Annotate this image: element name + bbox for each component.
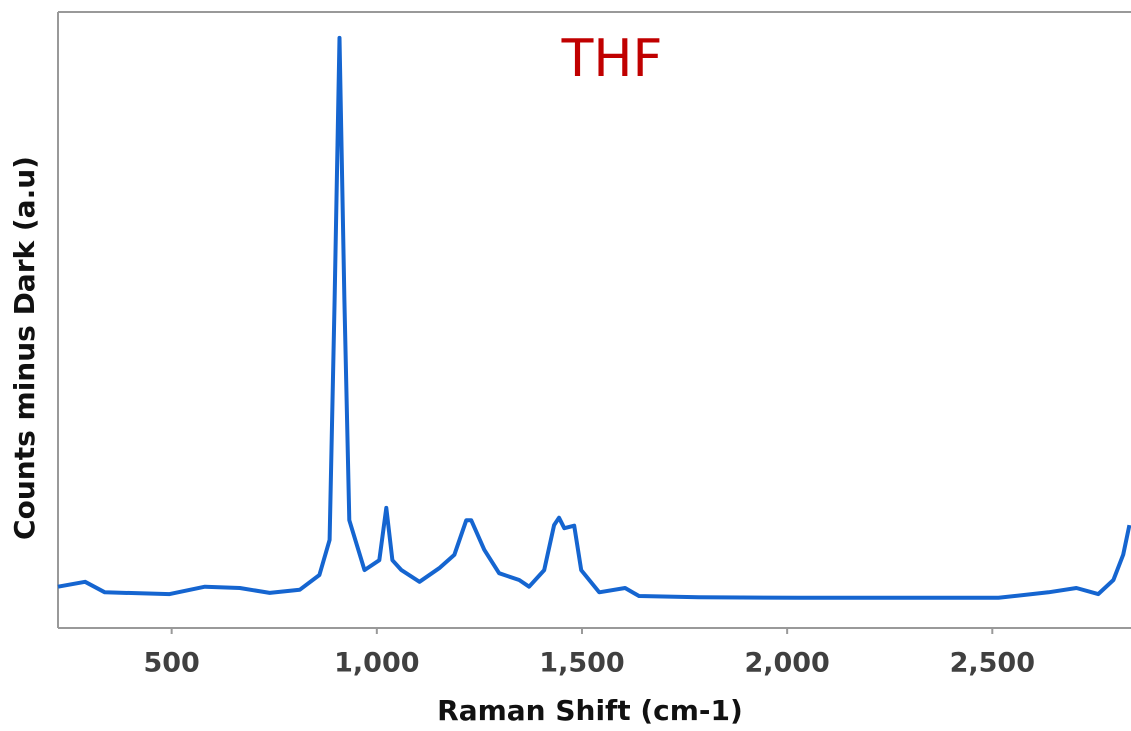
chart-title: THF xyxy=(561,29,663,89)
x-tick-label: 1,000 xyxy=(334,648,419,679)
x-tick-label: 1,500 xyxy=(539,648,624,679)
x-tick-label: 500 xyxy=(143,648,199,679)
y-axis-title: Counts minus Dark (a.u) xyxy=(8,156,41,540)
x-tick-label: 2,500 xyxy=(950,648,1035,679)
x-tick-label: 2,000 xyxy=(744,648,829,679)
line xyxy=(57,35,1131,600)
x-axis-title: Raman Shift (cm-1) xyxy=(437,694,743,727)
